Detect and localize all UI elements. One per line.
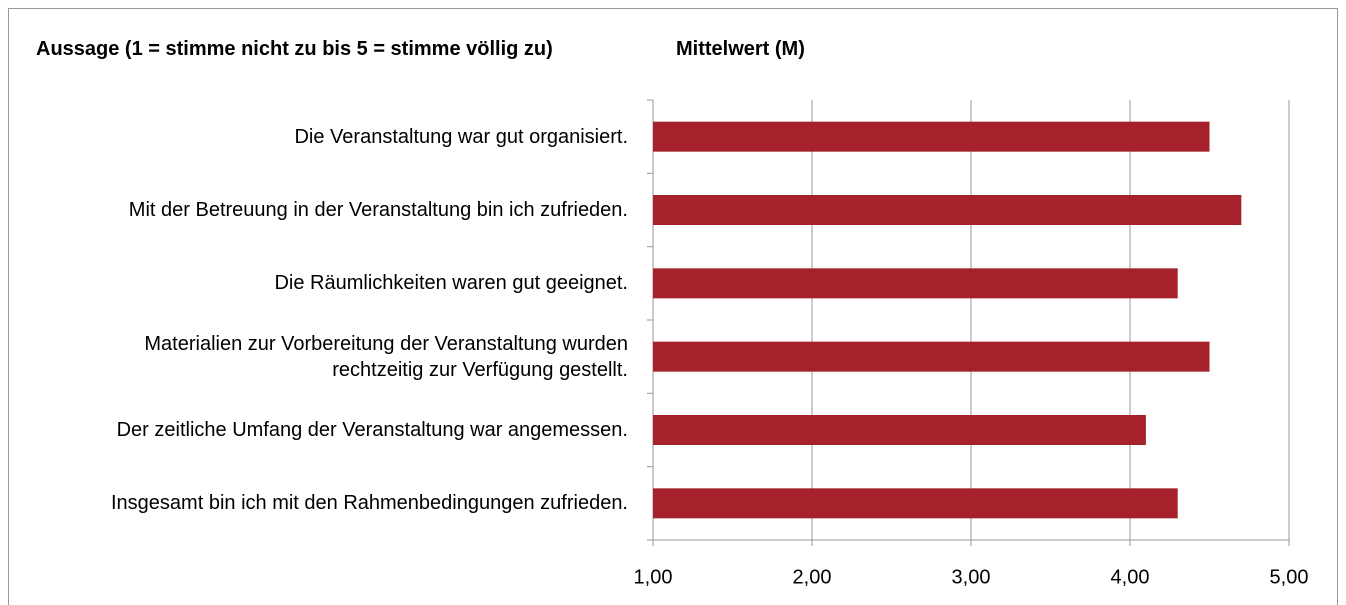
bar [653, 415, 1146, 445]
x-tick-label: 4,00 [1111, 566, 1150, 588]
x-tick-label: 2,00 [793, 566, 832, 588]
column-header: Aussage (1 = stimme nicht zu bis 5 = sti… [36, 38, 553, 60]
x-tick-label: 3,00 [952, 566, 991, 588]
category-label: Materialien zur Vorbereitung der Veranst… [144, 332, 628, 381]
bar [653, 195, 1242, 225]
category-label: Die Veranstaltung war gut organisiert. [294, 125, 628, 148]
value-header: Mittelwert (M) [676, 38, 805, 60]
category-label: Insgesamt bin ich mit den Rahmenbedingun… [111, 492, 628, 515]
bar [653, 488, 1178, 519]
category-label: Mit der Betreuung in der Veranstaltung b… [128, 199, 628, 221]
x-tick-label: 5,00 [1270, 566, 1309, 588]
category-label: Die Räumlichkeiten waren gut geeignet. [274, 272, 628, 295]
category-label: Der zeitliche Umfang der Veranstaltung w… [116, 419, 628, 441]
bar [653, 268, 1178, 299]
x-tick-label: 1,00 [634, 566, 673, 588]
bar [653, 121, 1210, 152]
frame [8, 8, 1338, 605]
bar [653, 341, 1210, 372]
